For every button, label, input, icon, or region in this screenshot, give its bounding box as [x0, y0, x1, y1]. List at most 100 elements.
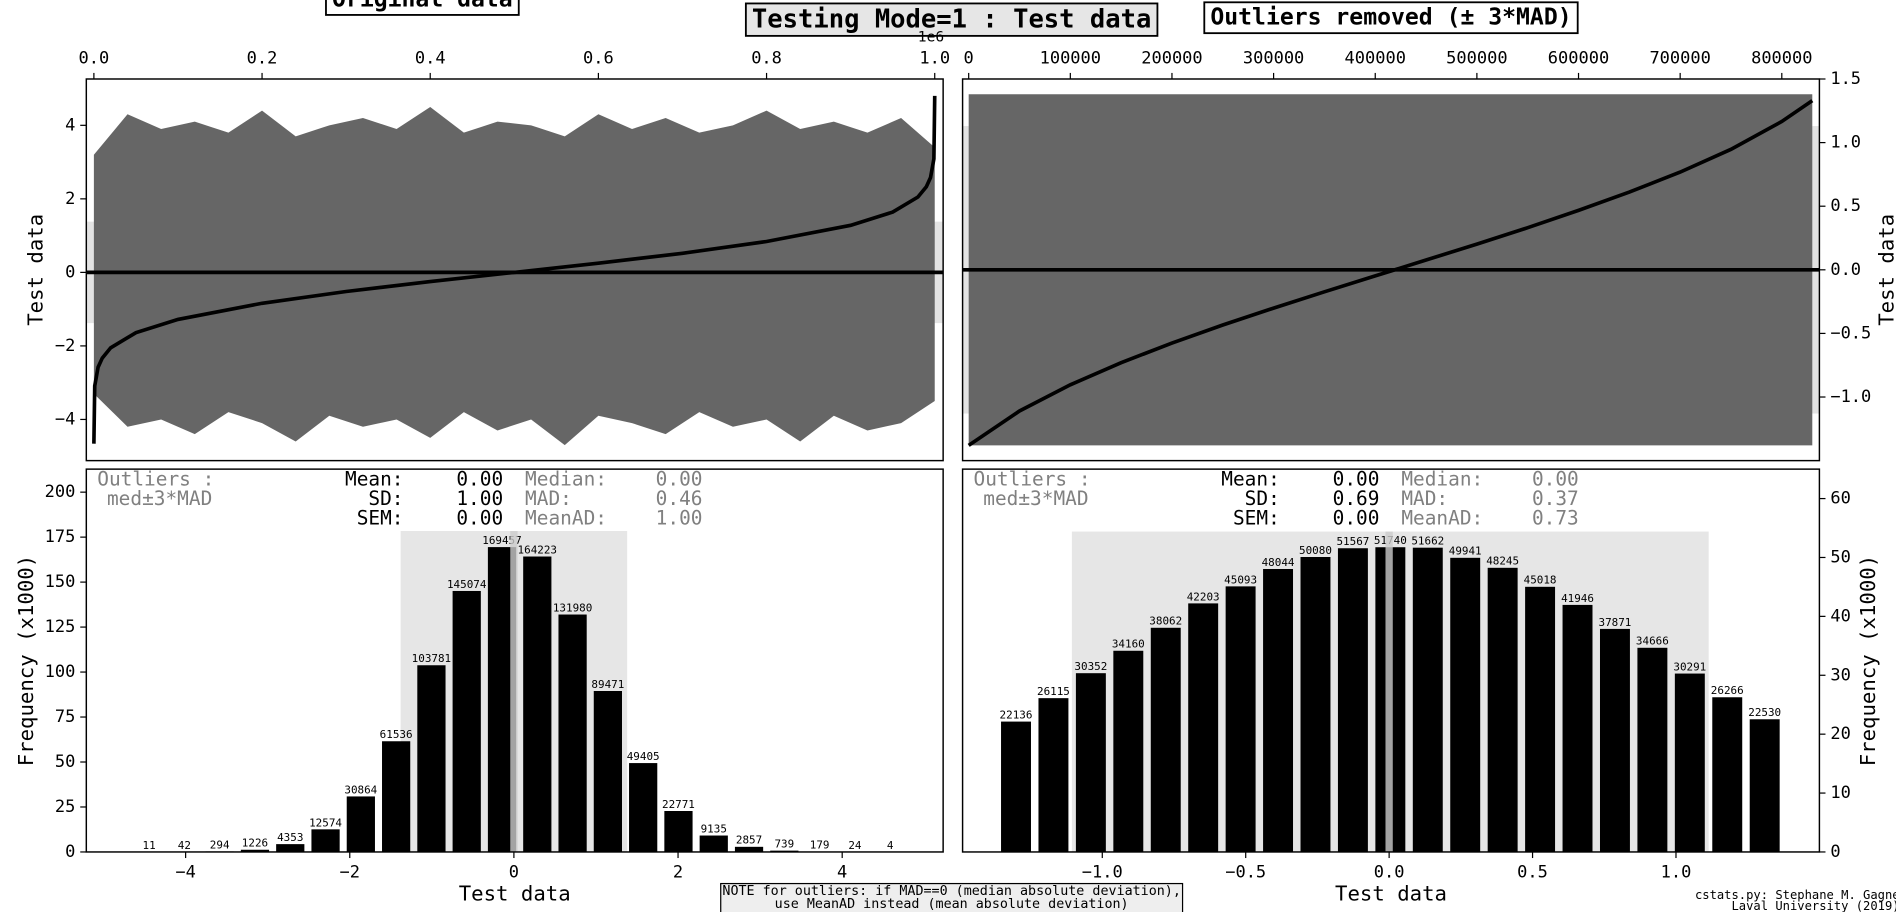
- x-tick-label: 600000: [1548, 48, 1609, 68]
- bar-label: 9135: [701, 822, 727, 835]
- bar: [1712, 697, 1743, 852]
- bar: [1188, 603, 1219, 852]
- bar: [1487, 567, 1518, 852]
- y-tick-label: 150: [45, 572, 76, 592]
- bar: [1150, 627, 1181, 852]
- bar: [417, 665, 446, 852]
- y-tick-label: 1.0: [1830, 133, 1861, 153]
- x-tick-label: 0.2: [247, 48, 278, 68]
- y-tick-label: 50: [55, 752, 75, 772]
- bar-label: 48245: [1486, 555, 1519, 568]
- bar-label: 739: [774, 838, 794, 851]
- bar: [1225, 586, 1256, 852]
- outliers-label: Outliers :: [97, 468, 214, 491]
- x-tick-label: −2: [340, 863, 360, 883]
- credit-text: cstats.py: Stephane M. Gagne: [1695, 888, 1896, 902]
- x-axis-label: Test data: [459, 881, 571, 905]
- y-tick-label: −2: [55, 336, 75, 356]
- stat-label: SD:: [1245, 487, 1280, 510]
- bar-label: 34160: [1112, 638, 1145, 651]
- x-tick-label: 4: [837, 863, 847, 883]
- stat-label: MeanAD:: [525, 506, 607, 529]
- stat-value: 0.73: [1532, 506, 1579, 529]
- bar-label: 1226: [242, 837, 268, 850]
- bar-label: 30352: [1074, 660, 1107, 673]
- bar-label: 30864: [344, 783, 377, 796]
- figure-title: Testing Mode=1 : Test data: [752, 5, 1151, 35]
- chart-title: Original data: [332, 0, 513, 13]
- outliers-label: Outliers :: [974, 468, 1091, 491]
- bar-label: 294: [210, 838, 230, 851]
- stat-value: 0.00: [456, 506, 503, 529]
- bar-label: 179: [810, 839, 830, 852]
- stat-value: 0.46: [656, 487, 703, 510]
- bar: [1749, 719, 1780, 852]
- y-tick-label: 75: [55, 707, 75, 727]
- x-tick-label: 0: [964, 48, 974, 68]
- chart-title: Outliers removed (± 3*MAD): [1210, 5, 1571, 31]
- y-axis-label: Test data: [23, 214, 47, 326]
- bar: [1599, 628, 1630, 852]
- median-line: [510, 531, 518, 852]
- stat-label: Mean:: [1221, 468, 1280, 491]
- credit-text: Laval University (2019): [1731, 899, 1896, 912]
- x-tick-label: 0.0: [79, 48, 110, 68]
- y-tick-label: 40: [1830, 606, 1850, 626]
- bar: [311, 829, 340, 852]
- x-tick-label: 400000: [1345, 48, 1406, 68]
- bar: [382, 741, 411, 852]
- y-tick-label: 100: [45, 662, 76, 682]
- bar: [1300, 557, 1331, 852]
- bar: [593, 690, 622, 852]
- bar-label: 24: [848, 839, 862, 852]
- axes-frame: [85, 468, 944, 853]
- bar-label: 34666: [1636, 635, 1669, 648]
- stat-label: Mean:: [345, 468, 404, 491]
- y-tick-label: 30: [1830, 665, 1850, 685]
- bar: [699, 835, 728, 852]
- y-tick-label: 125: [45, 617, 76, 637]
- bar-label: 37871: [1599, 616, 1632, 629]
- bar: [240, 849, 270, 852]
- stat-value: 0.00: [1333, 506, 1380, 529]
- bar-label: 41946: [1561, 592, 1594, 605]
- bar: [1525, 586, 1556, 852]
- bar-label: 22771: [662, 798, 695, 811]
- bar-label: 89471: [591, 678, 624, 691]
- bar: [1450, 557, 1481, 852]
- stat-label: SD:: [368, 487, 403, 510]
- y-tick-label: 10: [1830, 783, 1850, 803]
- y-tick-label: 25: [55, 797, 75, 817]
- stat-label: MAD:: [1401, 487, 1448, 510]
- bar-label: 51567: [1336, 535, 1369, 548]
- bar-label: 45018: [1524, 574, 1557, 587]
- bar-label: 51662: [1411, 535, 1444, 548]
- bar-label: 42: [178, 839, 191, 852]
- x-tick-label: 0.8: [751, 48, 782, 68]
- bar-label: 131980: [553, 601, 592, 614]
- bar-label: 26115: [1037, 685, 1070, 698]
- data-noise: [93, 106, 935, 446]
- y-axis-label: Test data: [1874, 214, 1896, 326]
- bar-label: 164223: [518, 543, 557, 556]
- sorted-curve: [92, 95, 937, 444]
- bar: [664, 810, 693, 852]
- bar-label: 4353: [277, 831, 303, 844]
- y-tick-label: 4: [65, 115, 75, 135]
- x-tick-label: −1.0: [1082, 863, 1123, 883]
- stat-label: SEM:: [1233, 506, 1280, 529]
- bar-label: 42203: [1187, 590, 1220, 603]
- median-line: [1385, 531, 1393, 852]
- y-tick-label: −1.0: [1830, 387, 1871, 407]
- x-tick-label: 700000: [1649, 48, 1710, 68]
- title-box: [325, 0, 520, 16]
- y-axis-label: Frequency (x1000): [1856, 555, 1880, 766]
- bar: [1038, 698, 1069, 852]
- bar: [1263, 568, 1294, 852]
- bar: [1674, 673, 1705, 852]
- stat-label: SEM:: [357, 506, 404, 529]
- bar: [1412, 547, 1443, 852]
- bar-label: 22530: [1748, 706, 1781, 719]
- note-text: NOTE for outliers: if MAD==0 (median abs…: [722, 884, 1180, 899]
